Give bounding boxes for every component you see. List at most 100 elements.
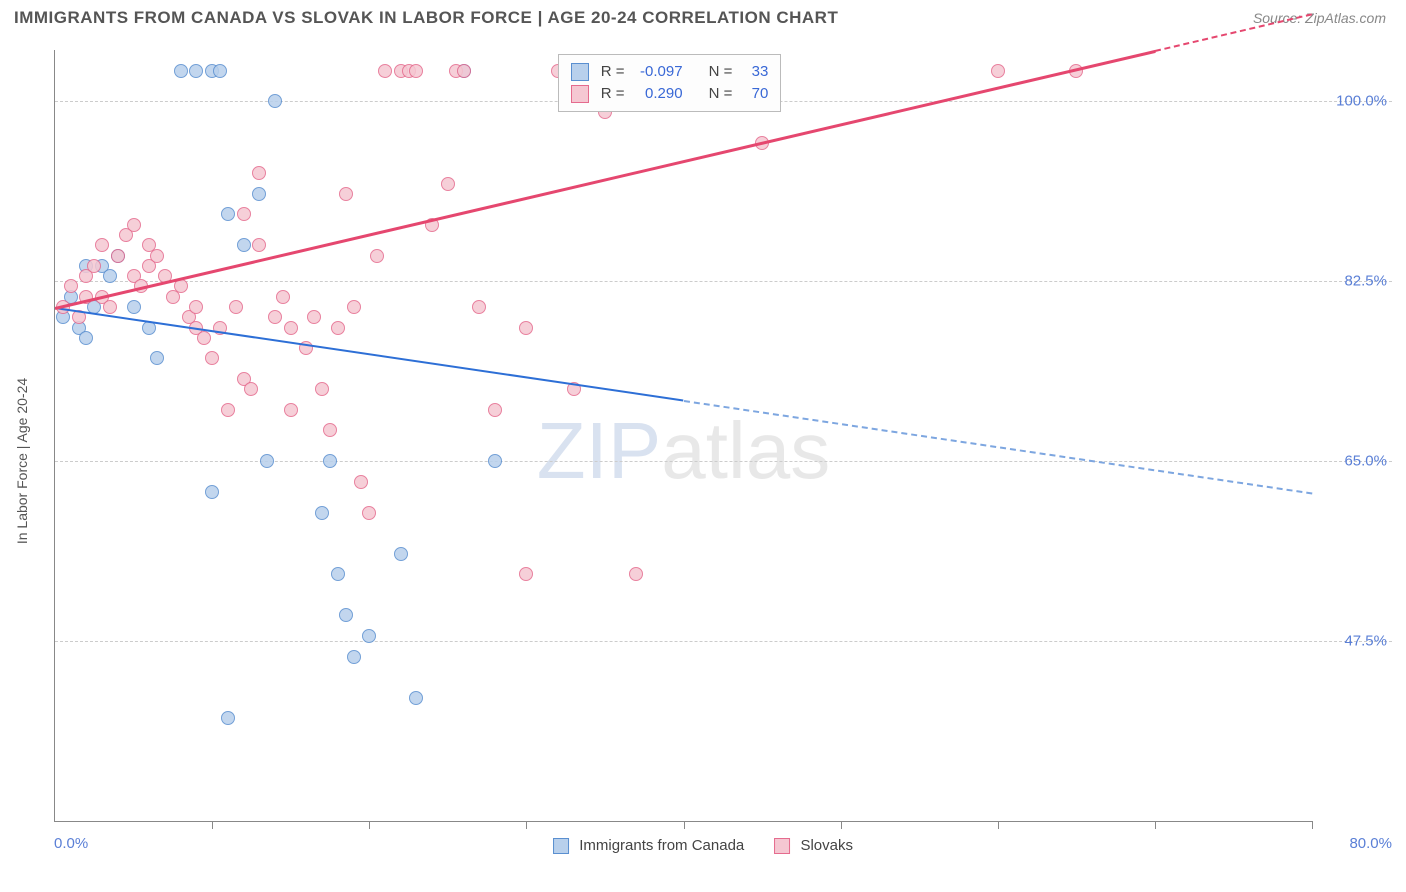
scatter-point — [315, 382, 329, 396]
scatter-point — [331, 567, 345, 581]
scatter-point — [339, 187, 353, 201]
scatter-point — [244, 382, 258, 396]
scatter-point — [221, 403, 235, 417]
x-tick — [369, 821, 370, 829]
y-tick-label: 47.5% — [1344, 633, 1387, 650]
scatter-point — [370, 249, 384, 263]
legend-label-slovaks: Slovaks — [800, 837, 853, 854]
chart-container: In Labor Force | Age 20-24 ZIPatlas 47.5… — [14, 40, 1392, 882]
x-tick — [841, 821, 842, 829]
scatter-point — [213, 64, 227, 78]
scatter-point — [127, 300, 141, 314]
scatter-point — [323, 423, 337, 437]
scatter-point — [205, 351, 219, 365]
scatter-point — [315, 506, 329, 520]
scatter-point — [197, 331, 211, 345]
scatter-point — [331, 321, 345, 335]
gridline-h — [55, 641, 1392, 642]
scatter-point — [347, 300, 361, 314]
scatter-point — [221, 207, 235, 221]
bottom-legend: Immigrants from Canada Slovaks — [553, 837, 853, 854]
scatter-point — [488, 454, 502, 468]
scatter-point — [189, 300, 203, 314]
legend-swatch-canada — [553, 838, 569, 854]
scatter-point — [252, 238, 266, 252]
stats-box: R = -0.097 N = 33R = 0.290 N = 70 — [558, 54, 782, 112]
legend-item-canada: Immigrants from Canada — [553, 837, 744, 854]
scatter-point — [237, 207, 251, 221]
watermark: ZIPatlas — [537, 405, 830, 497]
scatter-point — [229, 300, 243, 314]
stats-n-label: N = — [709, 61, 733, 83]
legend-label-canada: Immigrants from Canada — [579, 837, 744, 854]
stats-swatch — [571, 63, 589, 81]
scatter-point — [103, 269, 117, 283]
scatter-point — [127, 218, 141, 232]
scatter-point — [79, 331, 93, 345]
scatter-point — [284, 403, 298, 417]
scatter-point — [276, 290, 290, 304]
stats-n-value: 70 — [740, 83, 768, 105]
scatter-point — [205, 485, 219, 499]
scatter-point — [150, 249, 164, 263]
x-tick — [526, 821, 527, 829]
scatter-point — [347, 650, 361, 664]
scatter-point — [174, 64, 188, 78]
scatter-point — [252, 166, 266, 180]
regression-line — [683, 400, 1312, 494]
scatter-point — [268, 310, 282, 324]
scatter-point — [260, 454, 274, 468]
scatter-point — [991, 64, 1005, 78]
gridline-h — [55, 461, 1392, 462]
scatter-point — [111, 249, 125, 263]
y-tick-label: 65.0% — [1344, 453, 1387, 470]
scatter-point — [189, 64, 203, 78]
scatter-point — [519, 321, 533, 335]
stats-n-label: N = — [709, 83, 733, 105]
x-axis-max-label: 80.0% — [1349, 835, 1392, 852]
scatter-point — [441, 177, 455, 191]
y-axis-label: In Labor Force | Age 20-24 — [14, 378, 30, 544]
scatter-point — [174, 279, 188, 293]
scatter-point — [323, 454, 337, 468]
x-tick — [1155, 821, 1156, 829]
stats-row: R = 0.290 N = 70 — [571, 83, 769, 105]
legend-item-slovaks: Slovaks — [774, 837, 853, 854]
scatter-point — [339, 608, 353, 622]
legend-swatch-slovaks — [774, 838, 790, 854]
scatter-point — [472, 300, 486, 314]
x-tick — [998, 821, 999, 829]
scatter-point — [457, 64, 471, 78]
header-bar: IMMIGRANTS FROM CANADA VS SLOVAK IN LABO… — [0, 0, 1406, 32]
stats-r-value: -0.097 — [633, 61, 683, 83]
gridline-h — [55, 281, 1392, 282]
stats-row: R =-0.097N =33 — [571, 61, 769, 83]
stats-r-value: 0.290 — [633, 83, 683, 105]
scatter-point — [150, 351, 164, 365]
plot-area: ZIPatlas 47.5%65.0%82.5%100.0%R =-0.097N… — [54, 50, 1312, 822]
scatter-point — [252, 187, 266, 201]
scatter-point — [237, 238, 251, 252]
x-tick — [212, 821, 213, 829]
stats-r-label: R = — [601, 83, 625, 105]
scatter-point — [488, 403, 502, 417]
x-axis-min-label: 0.0% — [54, 835, 88, 852]
scatter-point — [409, 64, 423, 78]
x-tick — [684, 821, 685, 829]
scatter-point — [519, 567, 533, 581]
y-tick-label: 82.5% — [1344, 273, 1387, 290]
stats-n-value: 33 — [740, 61, 768, 83]
regression-line — [55, 307, 684, 401]
chart-title: IMMIGRANTS FROM CANADA VS SLOVAK IN LABO… — [14, 8, 838, 28]
scatter-point — [362, 506, 376, 520]
scatter-point — [409, 691, 423, 705]
scatter-point — [268, 94, 282, 108]
scatter-point — [95, 238, 109, 252]
scatter-point — [378, 64, 392, 78]
scatter-point — [284, 321, 298, 335]
scatter-point — [362, 629, 376, 643]
scatter-point — [87, 259, 101, 273]
scatter-point — [221, 711, 235, 725]
scatter-point — [103, 300, 117, 314]
scatter-point — [394, 547, 408, 561]
